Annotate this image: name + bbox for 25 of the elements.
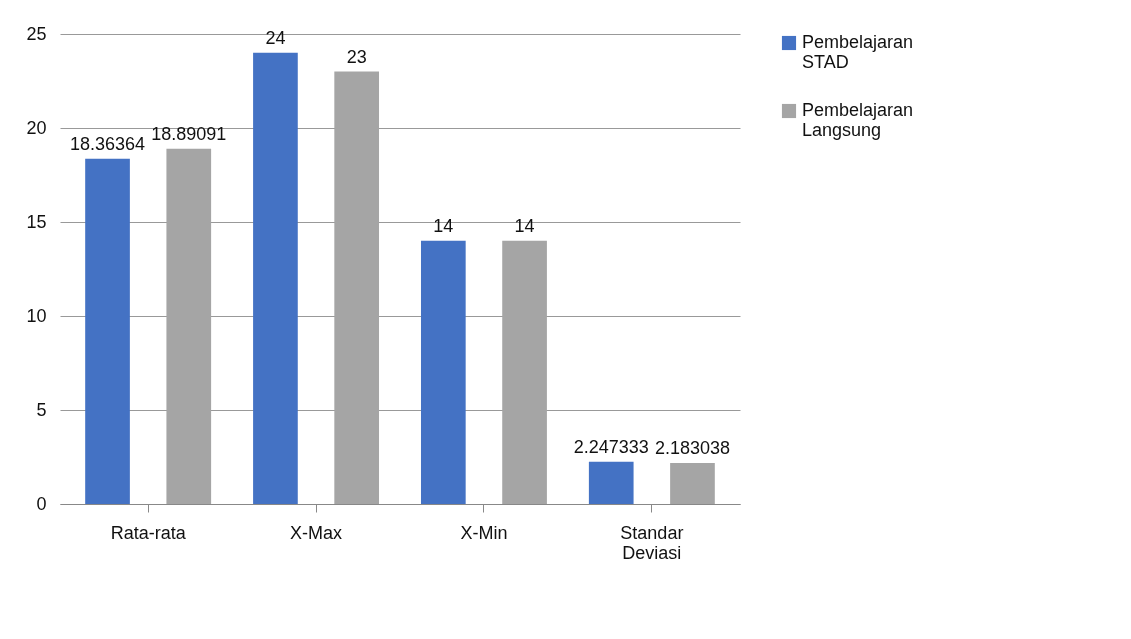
data-label: 2.247333 (573, 436, 649, 457)
data-label: 2.183038 (654, 437, 731, 458)
x-tick-label: Standar Deviasi (620, 522, 684, 563)
bar (670, 462, 715, 504)
legend-label: Pembelajaran Langsung (802, 100, 914, 140)
x-tick-label: X-Min (460, 522, 508, 543)
x-tick-label: X-Max (290, 522, 343, 543)
data-label: 14 (433, 215, 454, 236)
legend-label: Pembelajaran STAD (802, 32, 914, 72)
bar (253, 52, 298, 504)
data-label: 23 (346, 46, 367, 67)
y-tick-label: 15 (26, 211, 47, 232)
y-tick-label: 10 (26, 305, 47, 326)
x-tick-label: Rata-rata (110, 522, 187, 543)
data-label: 18.36364 (69, 133, 146, 154)
bar (85, 158, 130, 504)
data-label: 18.89091 (151, 123, 227, 144)
y-tick-label: 25 (26, 23, 47, 44)
data-label: 14 (514, 215, 535, 236)
bar (420, 240, 466, 504)
y-tick-label: 20 (26, 117, 47, 138)
bar (588, 461, 634, 504)
data-label: 24 (265, 27, 286, 48)
y-tick-label: 0 (36, 493, 47, 514)
y-tick-label: 5 (36, 399, 47, 420)
